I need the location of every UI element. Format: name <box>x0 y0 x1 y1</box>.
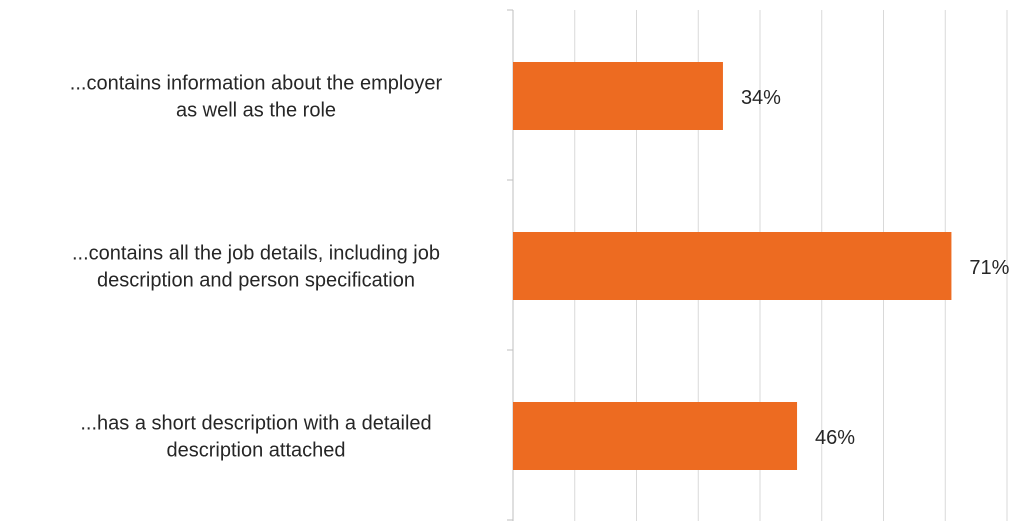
bar <box>513 232 952 300</box>
category-label: description and person specification <box>97 270 415 292</box>
category-label: ...contains all the job details, includi… <box>72 243 440 265</box>
category-label: as well as the role <box>176 100 336 122</box>
bar <box>513 402 798 470</box>
bars <box>513 62 952 470</box>
data-label: 46% <box>815 427 855 449</box>
category-label: ...contains information about the employ… <box>70 73 443 95</box>
category-labels: ...contains information about the employ… <box>70 73 443 462</box>
category-label: ...has a short description with a detail… <box>80 413 431 435</box>
category-label: description attached <box>166 440 345 462</box>
data-label: 34% <box>741 87 781 109</box>
value-labels: 34% 71% 46% <box>741 87 1010 449</box>
category-axis <box>507 9 514 521</box>
bar <box>513 62 723 130</box>
data-label: 71% <box>969 257 1009 279</box>
